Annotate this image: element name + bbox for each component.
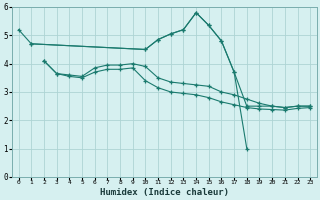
X-axis label: Humidex (Indice chaleur): Humidex (Indice chaleur)	[100, 188, 229, 197]
